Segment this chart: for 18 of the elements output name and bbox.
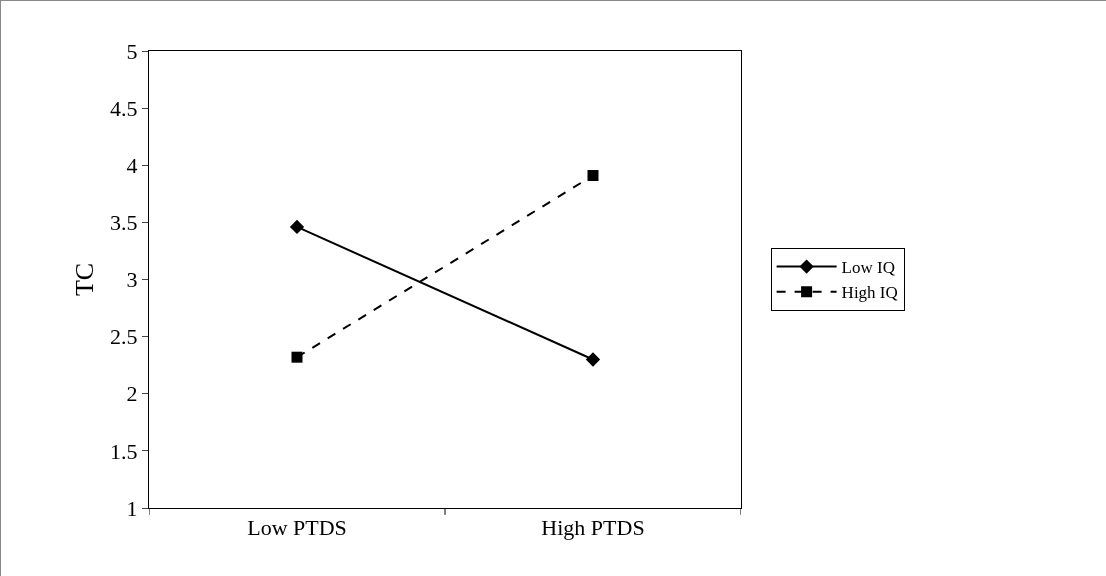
y-tick-label: 5 bbox=[126, 38, 138, 64]
y-tick-label: 1.5 bbox=[110, 438, 138, 464]
y-tick-label: 4 bbox=[126, 152, 138, 178]
y-axis-title: TC bbox=[70, 262, 100, 297]
point bbox=[585, 352, 601, 367]
x-tick-label: Low PTDS bbox=[247, 515, 347, 541]
point bbox=[289, 219, 305, 235]
legend-label: Low IQ bbox=[841, 258, 895, 278]
y-tick-label: 3.5 bbox=[110, 210, 138, 236]
y-tick-label: 1 bbox=[126, 495, 138, 521]
y-tick-label: 3 bbox=[126, 267, 138, 293]
legend-label: High IQ bbox=[841, 283, 898, 303]
point bbox=[291, 351, 303, 363]
point bbox=[587, 170, 599, 182]
x-tick-label: High PTDS bbox=[541, 515, 645, 541]
y-tick-label: 2.5 bbox=[110, 324, 138, 350]
y-tick-label: 2 bbox=[126, 381, 138, 407]
y-tick-label: 4.5 bbox=[110, 95, 138, 121]
